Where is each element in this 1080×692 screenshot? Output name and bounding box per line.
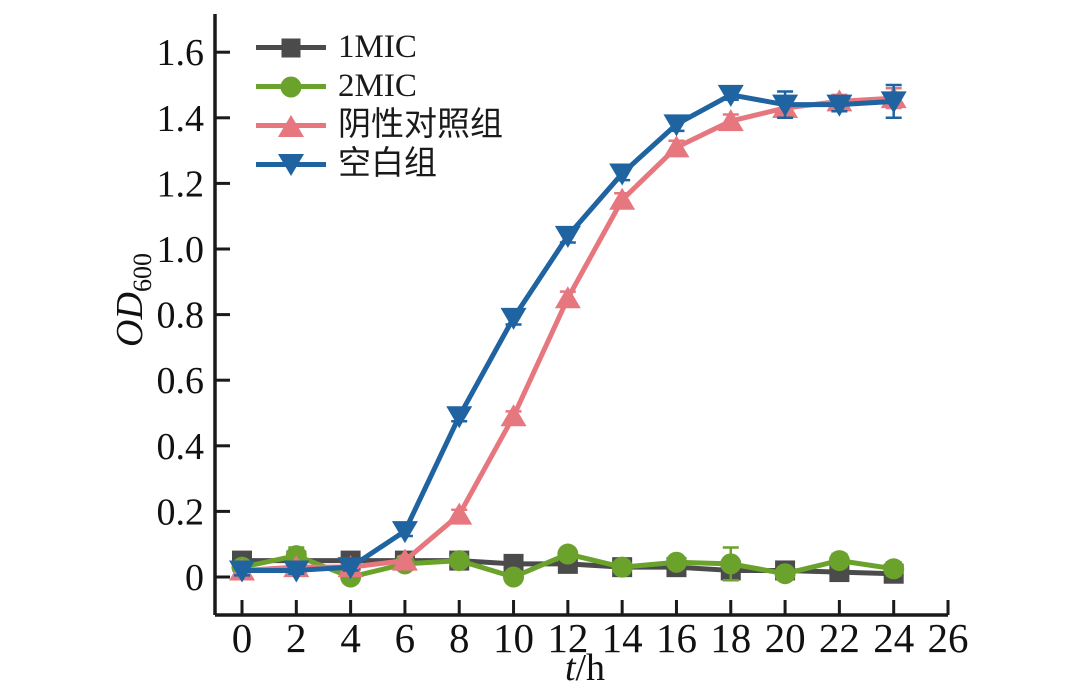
data-point (391, 548, 418, 571)
data-point (772, 94, 799, 117)
data-point (774, 563, 796, 585)
data-point (609, 187, 636, 210)
legend-swatch (256, 74, 326, 100)
data-point (880, 91, 907, 114)
legend: 1MIC 2MIC 阴性对照组 空白组 (256, 28, 503, 184)
y-tick-label: 1.2 (157, 163, 205, 205)
data-point (283, 560, 310, 583)
legend-label: 阴性对照组 (338, 107, 503, 143)
legend-item-2mic: 2MIC (256, 67, 503, 106)
x-tick-label: 4 (340, 615, 361, 661)
x-tick-label: 0 (232, 615, 253, 661)
y-axis-label-main: OD (109, 292, 152, 347)
y-tick-label: 0.6 (157, 360, 205, 402)
data-point (665, 551, 687, 573)
data-point (448, 550, 470, 572)
data-point (717, 109, 744, 132)
data-point (609, 163, 636, 186)
legend-label: 1MIC (338, 29, 417, 65)
data-point (611, 556, 633, 578)
data-point (503, 566, 525, 588)
y-tick-label: 0.8 (157, 295, 205, 337)
data-point (720, 553, 742, 575)
x-tick-label: 16 (656, 615, 697, 661)
triangle-down-marker-icon (278, 153, 304, 176)
square-marker-icon (281, 38, 301, 57)
x-tick-label: 14 (602, 615, 643, 661)
legend-label: 空白组 (338, 146, 437, 182)
x-axis-label-italic: t (564, 647, 576, 689)
data-point (557, 543, 579, 565)
data-point (554, 225, 581, 248)
data-point (828, 550, 850, 572)
legend-swatch (256, 113, 326, 139)
y-axis-label: OD600 (108, 253, 158, 347)
data-point (337, 557, 364, 580)
x-tick-label: 26 (928, 615, 969, 661)
data-point (883, 558, 905, 580)
data-point (229, 560, 255, 583)
x-tick-label: 24 (873, 615, 914, 661)
legend-swatch (256, 35, 326, 61)
y-tick-label: 0.2 (157, 491, 205, 533)
legend-swatch (256, 152, 326, 178)
triangle-up-marker-icon (278, 114, 304, 137)
y-tick-label: 1.6 (157, 32, 205, 74)
legend-item-1mic: 1MIC (256, 28, 503, 67)
data-point (391, 521, 418, 544)
x-tick-label: 6 (395, 615, 416, 661)
x-tick-label: 20 (765, 615, 806, 661)
legend-label: 2MIC (338, 68, 417, 104)
data-point (663, 135, 690, 158)
y-tick-label: 1.4 (157, 98, 205, 140)
y-tick-label: 0 (185, 557, 204, 599)
y-axis-label-subscript: 600 (127, 253, 157, 293)
legend-item-negative-control: 阴性对照组 (256, 106, 503, 145)
x-tick-label: 2 (286, 615, 307, 661)
y-tick-label: 0.4 (157, 426, 205, 468)
x-tick-label: 8 (449, 615, 470, 661)
circle-marker-icon (280, 76, 302, 97)
y-tick-label: 1.0 (157, 229, 205, 271)
x-axis-label: t/h (565, 646, 605, 690)
data-point (500, 307, 527, 330)
data-point (446, 502, 473, 525)
x-tick-label: 10 (493, 615, 534, 661)
data-point (554, 286, 581, 309)
x-tick-label: 22 (819, 615, 860, 661)
legend-item-blank-control: 空白组 (256, 145, 503, 184)
data-point (717, 84, 744, 107)
data-point (446, 406, 473, 429)
x-axis-label-unit: /h (575, 647, 606, 689)
data-point (500, 404, 527, 427)
data-point (826, 94, 853, 117)
x-tick-label: 12 (547, 615, 588, 661)
data-point (663, 114, 690, 137)
x-tick-label: 18 (710, 615, 751, 661)
